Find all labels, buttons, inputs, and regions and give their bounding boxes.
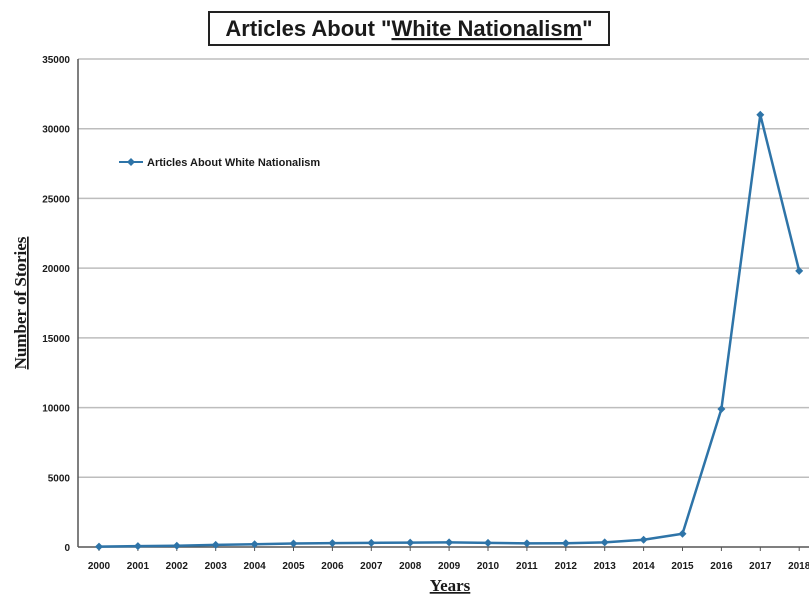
data-point-2004: [250, 540, 259, 549]
x-tick-label-2008: 2008: [399, 561, 422, 572]
x-tick-label-2002: 2002: [166, 561, 189, 572]
x-tick-label-2010: 2010: [477, 561, 500, 572]
chart-title-emphasis: White Nationalism: [391, 16, 582, 41]
x-tick-label-2000: 2000: [88, 561, 111, 572]
legend-point-marker: [127, 158, 135, 166]
data-point-2003: [211, 540, 220, 549]
y-tick-label-5000: 5000: [48, 473, 71, 484]
x-tick-labels: 2000 2001 2002 2003 2004 2005 2006 2007 2008 2009…: [88, 561, 809, 572]
data-point-2008: [406, 538, 415, 547]
x-axis-title: Years: [430, 576, 471, 595]
data-point-2002: [172, 541, 181, 550]
x-tick-label-2017: 2017: [749, 561, 772, 572]
legend-label: Articles About White Nationalism: [147, 157, 320, 169]
data-point-2011: [522, 539, 531, 548]
data-point-2015: [678, 529, 687, 538]
x-tick-label-2013: 2013: [594, 561, 617, 572]
x-tick-label-2011: 2011: [516, 561, 538, 572]
x-tick-label-2014: 2014: [632, 561, 655, 572]
x-tick-label-2009: 2009: [438, 561, 461, 572]
y-axis-title: Number of Stories: [11, 236, 30, 369]
x-tick-label-2016: 2016: [710, 561, 733, 572]
grid-lines: [78, 58, 809, 479]
legend: Articles About White Nationalism: [119, 157, 320, 169]
x-tick-label-2003: 2003: [205, 561, 228, 572]
y-tick-label-15000: 15000: [42, 334, 70, 345]
data-point-2013: [600, 538, 609, 547]
y-tick-label-10000: 10000: [42, 404, 70, 415]
data-point-2000: [95, 542, 103, 551]
data-point-2014: [639, 535, 648, 544]
series-lines: [98, 113, 801, 548]
data-point-2006: [328, 539, 337, 548]
x-tick-label-2001: 2001: [127, 561, 150, 572]
y-tick-label-20000: 20000: [42, 264, 70, 275]
x-tick-label-2007: 2007: [360, 561, 383, 572]
data-point-2016: [717, 404, 726, 413]
data-point-2009: [445, 538, 454, 547]
y-tick-label-0: 0: [64, 543, 70, 554]
y-tick-label-35000: 35000: [42, 55, 70, 66]
x-tick-label-2006: 2006: [321, 561, 344, 572]
y-tick-label-25000: 25000: [42, 194, 70, 205]
x-tick-label-2004: 2004: [243, 561, 266, 572]
x-tick-label-2012: 2012: [555, 561, 578, 572]
data-point-2010: [484, 538, 492, 547]
chart-title-prefix: Articles About ": [225, 16, 391, 41]
chart-title-border: [208, 11, 610, 46]
data-point-2012: [561, 539, 570, 548]
data-point-2001: [133, 542, 142, 551]
series-points: [95, 110, 804, 551]
x-tick-label-2018: 2018: [788, 561, 809, 572]
series-line-0: [98, 113, 801, 548]
y-tick-labels: 0 5000 10000 15000 20000 25000 30000 35000: [42, 55, 70, 554]
y-tick-label-30000: 30000: [42, 125, 70, 136]
chart-title-group: Articles About "White Nationalism": [208, 11, 610, 46]
data-point-2007: [367, 538, 376, 547]
x-tick-label-2015: 2015: [671, 561, 694, 572]
chart-title-suffix: ": [582, 16, 592, 41]
data-point-2005: [289, 539, 298, 548]
data-point-2018: [795, 266, 804, 275]
x-tick-label-2005: 2005: [282, 561, 305, 572]
chart-title: Articles About "White Nationalism": [225, 16, 592, 41]
data-point-2017: [756, 110, 765, 119]
